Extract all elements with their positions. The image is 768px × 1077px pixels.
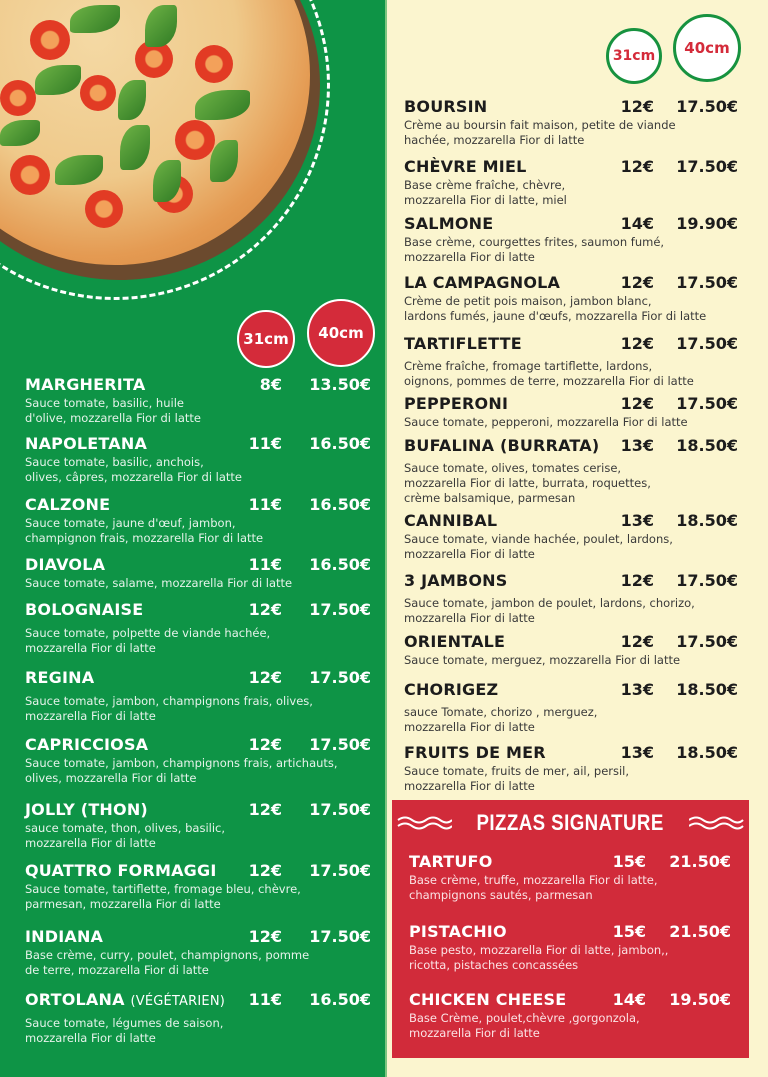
menu-item-pepperoni: PEPPERONI 12€ 17.50€ Sauce tomate, peppero… [404, 394, 738, 429]
menu-item-diavola: DIAVOLA 11€ 16.50€ Sauce tomate, salame, m… [25, 555, 371, 590]
menu-item-capricciosa: CAPRICCIOSA 12€ 17.50€ Sauce tomate, jambo… [25, 735, 371, 785]
menu-item-3-jambons: 3 JAMBONS 12€ 17.50€ Sauce tomate, jambon … [404, 571, 738, 625]
size-badge-40cm: 40cm [307, 299, 375, 367]
size-badge-31cm: 31cm [237, 310, 295, 368]
menu-item-cannibal: CANNIBAL 13€ 18.50€ Sauce tomate, viande h… [404, 511, 738, 561]
menu-item-calzone: CALZONE 11€ 16.50€ Sauce tomate, jaune d'œ… [25, 495, 371, 545]
size-badge-40cm: 40cm [673, 14, 741, 82]
wave-left-icon [397, 816, 453, 830]
menu-item-chicken-cheese: CHICKEN CHEESE 14€ 19.50€ Base Crème, poul… [409, 990, 731, 1040]
menu-item-pistachio: PISTACHIO 15€ 21.50€ Base pesto, mozzarell… [409, 922, 731, 972]
signature-pizzas-box: PIZZAS SIGNATURE TARTUFO 15€ 21.50€ Base c… [392, 800, 749, 1058]
menu-item-salmone: SALMONE 14€ 19.90€ Base crème, courgettes … [404, 214, 738, 264]
menu-item-quattro-formaggi: QUATTRO FORMAGGI 12€ 17.50€ Sauce tomate, … [25, 861, 371, 911]
menu-item-la-campagnola: LA CAMPAGNOLA 12€ 17.50€ Crème de petit po… [404, 273, 738, 323]
size-badge-31cm: 31cm [606, 28, 662, 84]
menu-item-fruits-de-mer: FRUITS DE MER 13€ 18.50€ Sauce tomate, fru… [404, 743, 738, 793]
left-menu-panel: 31cm 40cm MARGHERITA 8€ 13.50€ Sauce tomat… [0, 0, 385, 1077]
signature-header: PIZZAS SIGNATURE [392, 810, 749, 836]
menu-item-indiana: INDIANA 12€ 17.50€ Base crème, curry, poul… [25, 927, 371, 977]
menu-item-ortolana: ORTOLANA (VÉGÉTARIEN) 11€ 16.50€ Sauce tom… [25, 990, 371, 1045]
column-divider [385, 0, 387, 1077]
menu-item-margherita: MARGHERITA 8€ 13.50€ Sauce tomate, basilic… [25, 375, 371, 425]
menu-item-chorigez: CHORIGEZ 13€ 18.50€ sauce Tomate, chorizo … [404, 680, 738, 734]
signature-title: PIZZAS SIGNATURE [476, 810, 665, 835]
menu-item-boursin: BOURSIN 12€ 17.50€ Crème au boursin fait m… [404, 97, 738, 147]
menu-item-chevre-miel: CHÈVRE MIEL 12€ 17.50€ Base crème fraîche,… [404, 157, 738, 207]
menu-item-jolly-thon: JOLLY (THON) 12€ 17.50€ sauce tomate, thon… [25, 800, 371, 850]
wave-right-icon [688, 816, 744, 830]
menu-item-orientale: ORIENTALE 12€ 17.50€ Sauce tomate, merguez… [404, 632, 738, 667]
menu-item-bufalina: BUFALINA (BURRATA) 13€ 18.50€ Sauce tomate… [404, 436, 738, 505]
menu-item-tartufo: TARTUFO 15€ 21.50€ Base crème, truffe, moz… [409, 852, 731, 902]
menu-item-napoletana: NAPOLETANA 11€ 16.50€ Sauce tomate, basili… [25, 434, 371, 484]
menu-item-tartiflette: TARTIFLETTE 12€ 17.50€ Crème fraîche, from… [404, 334, 738, 388]
menu-item-bolognaise: BOLOGNAISE 12€ 17.50€ Sauce tomate, polpet… [25, 600, 371, 655]
right-menu-panel: 31cm 40cm BOURSIN 12€ 17.50€ Crème au bour… [387, 0, 768, 1077]
menu-item-regina: REGINA 12€ 17.50€ Sauce tomate, jambon, ch… [25, 668, 371, 723]
